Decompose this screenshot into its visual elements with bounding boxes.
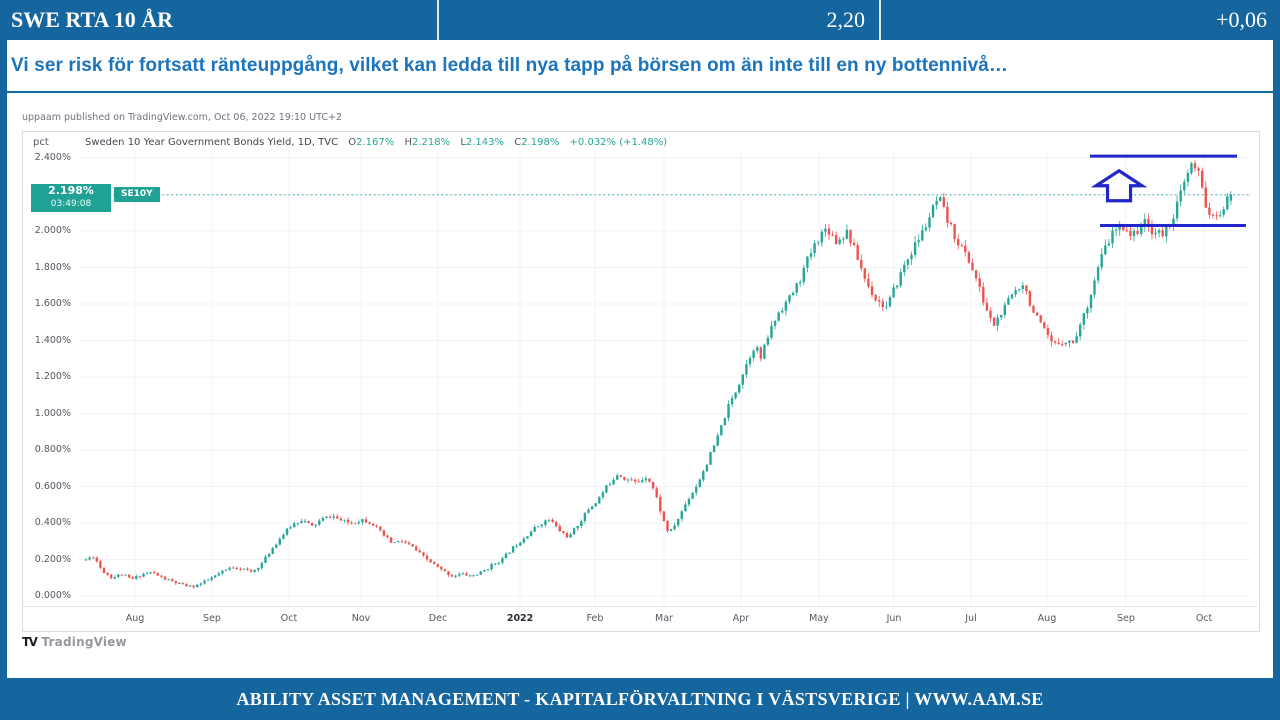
footer-bar: ABILITY ASSET MANAGEMENT - KAPITALFÖRVAL… xyxy=(0,678,1280,720)
x-axis-label: Sep xyxy=(1117,613,1135,624)
x-axis-separator xyxy=(23,606,1257,607)
legend-change: +0.032% (+1.48%) xyxy=(569,137,668,148)
x-axis-label: Oct xyxy=(1195,613,1213,624)
legend-title: Sweden 10 Year Government Bonds Yield, 1… xyxy=(85,137,339,148)
top-bar: SWE RTA 10 ÅR 2,20 +0,06 xyxy=(0,0,1280,40)
x-axis-label: Jun xyxy=(886,613,902,624)
y-axis-label: 1.800% xyxy=(34,261,71,273)
x-axis-label: Apr xyxy=(732,613,750,624)
x-axis-label: Oct xyxy=(280,613,298,624)
y-axis-label: 2.000% xyxy=(34,225,71,236)
legend-open-label: O xyxy=(348,137,357,148)
legend-high-label: H xyxy=(404,137,412,148)
plot-area xyxy=(77,150,1251,608)
tradingview-logo: TV TradingView xyxy=(22,635,127,649)
tradingview-logo-icon: TV xyxy=(22,635,38,649)
instrument-change: +0,06 xyxy=(879,0,1280,40)
subtitle-panel: Vi ser risk för fortsatt ränteuppgång, v… xyxy=(7,40,1273,93)
subtitle-text: Vi ser risk för fortsatt ränteuppgång, v… xyxy=(11,54,1009,76)
chart-legend: Sweden 10 Year Government Bonds Yield, 1… xyxy=(85,137,667,148)
x-axis-label: Dec xyxy=(428,613,448,624)
x-axis-label: May xyxy=(809,613,829,624)
x-axis-label: Jul xyxy=(965,613,977,624)
legend-low-value: 2.143% xyxy=(465,137,505,148)
y-axis-label: 0.000% xyxy=(34,590,71,601)
x-axis-label: Feb xyxy=(586,613,604,624)
x-axis-label: 2022 xyxy=(506,613,534,624)
price-badge-value: 2.198% xyxy=(48,184,94,197)
y-axis-label: 0.600% xyxy=(34,480,71,492)
price-badge-countdown: 03:49:08 xyxy=(50,199,92,209)
grid xyxy=(77,150,1251,608)
y-axis-label: 1.600% xyxy=(34,298,71,309)
up-arrow-annotation xyxy=(1090,168,1148,203)
x-axis-label: Sep xyxy=(203,613,221,624)
chart-frame: pct Sweden 10 Year Government Bonds Yiel… xyxy=(22,131,1260,632)
symbol-badge: SE10Y xyxy=(114,187,160,202)
chart-panel: uppaam published on TradingView.com, Oct… xyxy=(7,93,1273,678)
price-badge: 2.198% 03:49:08 xyxy=(31,184,111,212)
y-axis-label: 1.200% xyxy=(34,371,71,382)
y-axis-label: 0.800% xyxy=(34,444,71,455)
y-axis-label: 0.200% xyxy=(34,553,71,565)
legend-low-label: L xyxy=(460,137,466,148)
legend-high-value: 2.218% xyxy=(411,137,451,148)
chart-unit-label: pct xyxy=(33,137,49,148)
x-axis-label: Aug xyxy=(125,613,145,624)
x-axis-label: Aug xyxy=(1037,613,1057,624)
y-axis-label: 0.400% xyxy=(34,517,71,528)
legend-open-value: 2.167% xyxy=(356,137,395,148)
tradingview-wordmark: TradingView xyxy=(41,635,127,649)
candlestick-series xyxy=(84,160,1233,589)
plot-svg xyxy=(77,150,1251,608)
x-axis-label: Mar xyxy=(655,613,673,624)
legend-close-value: 2.198% xyxy=(521,137,560,148)
footer-text: ABILITY ASSET MANAGEMENT - KAPITALFÖRVAL… xyxy=(236,688,1044,709)
y-axis-label: 2.400% xyxy=(34,152,71,163)
y-axis-label: 1.400% xyxy=(34,334,71,346)
instrument-name: SWE RTA 10 ÅR xyxy=(11,7,174,32)
published-line: uppaam published on TradingView.com, Oct… xyxy=(22,112,342,123)
y-axis-label: 1.000% xyxy=(34,407,71,419)
x-axis-label: Nov xyxy=(351,613,371,624)
legend-close-label: C xyxy=(514,137,522,148)
instrument-price: 2,20 xyxy=(437,0,879,40)
